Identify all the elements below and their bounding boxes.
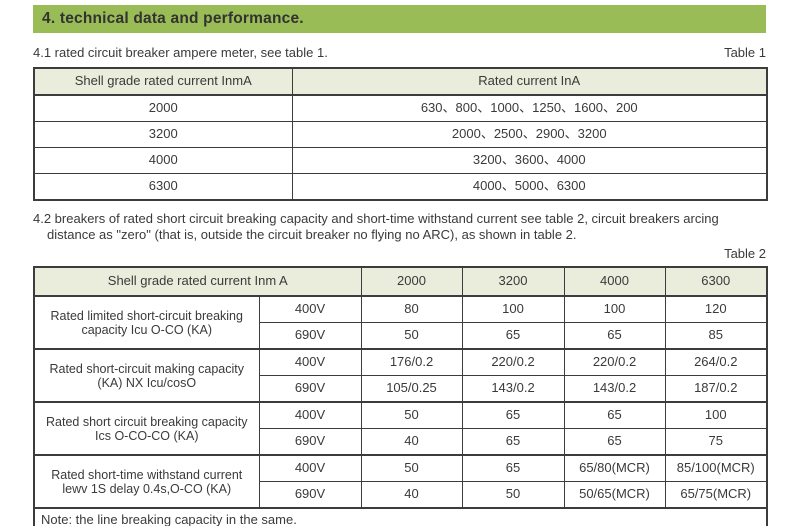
value-cell: 220/0.2 [461,348,565,376]
table-row: Rated short circuit breaking capacity Ic… [33,401,768,456]
table1: Shell grade rated current InmA Rated cur… [33,67,768,201]
value-cell: 40 [360,481,463,509]
table2-header-shell-grade: Shell grade rated current Inm A [33,266,362,297]
value-cell: 264/0.2 [664,348,768,376]
group-label-cell: Rated short-time withstand current lewv … [33,454,260,509]
table-row: 690V 50 65 65 85 [34,322,768,350]
table-row: 2000 630、800、1000、1250、1600、200 [33,94,768,122]
value-cell: 85/100(MCR) [664,454,768,482]
value-cell: 50 [461,481,565,509]
section-title: 4. technical data and performance. [42,10,304,27]
value-cell: 176/0.2 [360,348,463,376]
table1-header-row: Shell grade rated current InmA Rated cur… [33,67,768,96]
table1-cell: 4000 [33,147,293,174]
table-row: Rated short-circuit making capacity (KA)… [33,348,768,403]
voltage-cell: 690V [258,322,362,350]
value-cell: 65 [563,322,666,350]
table2-header-col: 2000 [360,266,463,297]
group-label-cell: Rated short circuit breaking capacity Ic… [33,401,260,456]
table1-cell: 6300 [33,173,293,201]
value-cell: 65/80(MCR) [563,454,666,482]
table1-cell: 4000、5000、6300 [291,173,768,201]
table1-cell: 630、800、1000、1250、1600、200 [291,94,768,122]
table-row: 690V 40 65 65 75 [34,428,768,456]
table-row: Rated limited short-circuit breaking cap… [33,295,768,350]
table1-cell: 2000、2500、2900、3200 [291,121,768,148]
section-header-bar: 4. technical data and performance. [33,5,766,33]
value-cell: 65 [563,401,666,429]
table1-cell: 3200 [33,121,293,148]
table2-header-row: Shell grade rated current Inm A 2000 320… [33,266,768,297]
value-cell: 143/0.2 [563,375,666,403]
voltage-cell: 690V [258,481,362,509]
value-cell: 100 [563,295,666,323]
table-row: 6300 4000、5000、6300 [33,173,768,201]
value-cell: 75 [664,428,768,456]
value-cell: 100 [664,401,768,429]
value-cell: 65 [563,428,666,456]
value-cell: 50 [360,454,463,482]
voltage-cell: 400V [258,401,362,429]
voltage-cell: 400V [258,295,362,323]
table2-header-col: 3200 [461,266,565,297]
value-cell: 220/0.2 [563,348,666,376]
table1-header-rated-current: Rated current InA [291,67,768,96]
table-row: 690V 40 50 50/65(MCR) 65/75(MCR) [34,481,768,509]
table-row: Rated short-time withstand current lewv … [33,454,768,509]
value-cell: 65 [461,428,565,456]
table1-header-shell-grade: Shell grade rated current InmA [33,67,293,96]
table-row: 3200 2000、2500、2900、3200 [33,121,768,148]
table1-cell: 2000 [33,94,293,122]
table2-label: Table 2 [724,246,766,261]
value-cell: 100 [461,295,565,323]
value-cell: 50 [360,322,463,350]
note-cell: Note: the line breaking capacity in the … [33,507,768,526]
value-cell: 65 [461,322,565,350]
para-4-2-line1: 4.2 breakers of rated short circuit brea… [33,211,719,226]
table2-header-col: 6300 [664,266,768,297]
value-cell: 85 [664,322,768,350]
value-cell: 65/75(MCR) [664,481,768,509]
table2-header-col: 4000 [563,266,666,297]
table-row: 4000 3200、3600、4000 [33,147,768,174]
group-label-cell: Rated limited short-circuit breaking cap… [33,295,260,350]
table1-label: Table 1 [724,45,766,60]
voltage-cell: 400V [258,348,362,376]
value-cell: 80 [360,295,463,323]
voltage-cell: 400V [258,454,362,482]
voltage-cell: 690V [258,428,362,456]
para-4-2: 4.2 breakers of rated short circuit brea… [33,211,766,243]
table2-note-row: Note: the line breaking capacity in the … [33,507,768,526]
value-cell: 105/0.25 [360,375,463,403]
value-cell: 65 [461,401,565,429]
group-label-cell: Rated short-circuit making capacity (KA)… [33,348,260,403]
voltage-cell: 690V [258,375,362,403]
value-cell: 40 [360,428,463,456]
table1-cell: 3200、3600、4000 [291,147,768,174]
value-cell: 187/0.2 [664,375,768,403]
value-cell: 50 [360,401,463,429]
para-4-1: 4.1 rated circuit breaker ampere meter, … [33,45,328,60]
para-4-2-line2: distance as "zero" (that is, outside the… [47,227,577,242]
table-row: 690V 105/0.25 143/0.2 143/0.2 187/0.2 [34,375,768,403]
table2: Shell grade rated current Inm A 2000 320… [33,266,768,526]
value-cell: 143/0.2 [461,375,565,403]
value-cell: 65 [461,454,565,482]
value-cell: 120 [664,295,768,323]
value-cell: 50/65(MCR) [563,481,666,509]
